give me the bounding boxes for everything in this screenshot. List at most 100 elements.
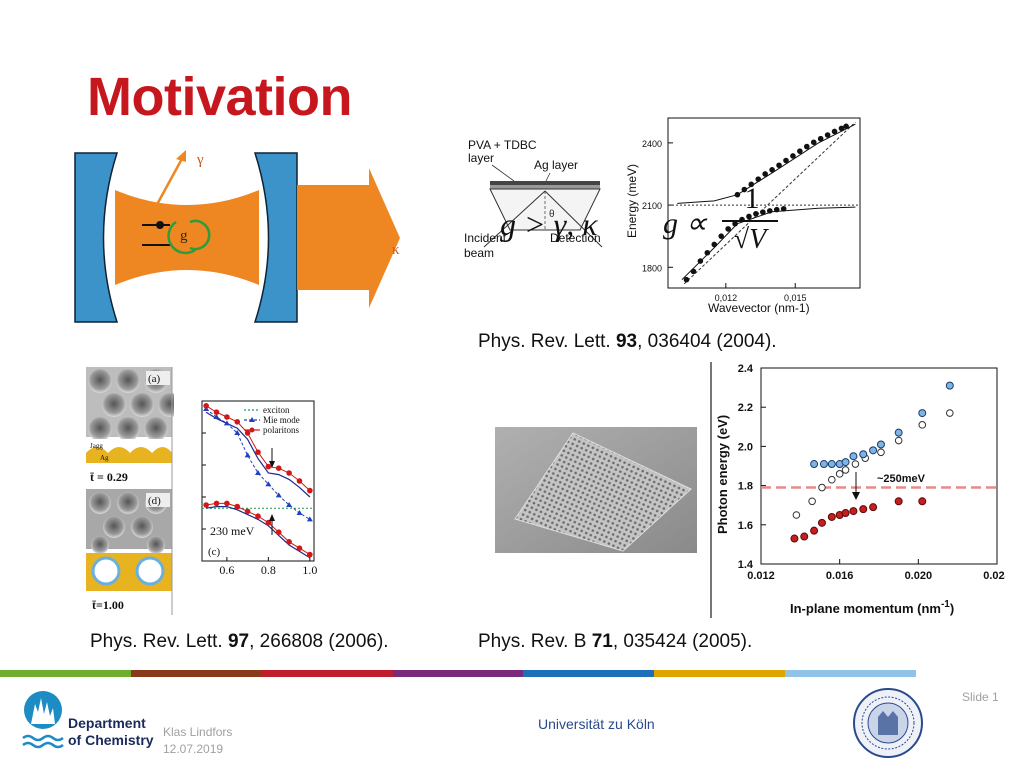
legend-mie-marker xyxy=(249,417,255,422)
seal-figures xyxy=(878,711,898,735)
chart97-upper-point xyxy=(234,419,241,425)
chart97-upper-point xyxy=(203,403,209,409)
chart71-upper-point xyxy=(876,440,885,449)
chart93-lower-point xyxy=(683,276,690,283)
chart93-upper-point xyxy=(748,181,755,188)
slide-number: Slide 1 xyxy=(962,690,999,704)
chart93-lower-point xyxy=(697,258,704,264)
panel-d-label-bg xyxy=(146,493,170,507)
chart97-lower-point xyxy=(275,529,282,535)
chart93-xtick-label: 0,015 xyxy=(784,293,807,303)
chart71-upper-point xyxy=(819,460,828,469)
chart71-xlabel-main: In-plane momentum (nm xyxy=(790,601,941,616)
chart71-lower-point xyxy=(800,532,809,541)
chart97-legend: exciton Mie mode polaritons xyxy=(244,405,300,435)
footer-color-segment xyxy=(654,670,786,677)
chart97-mie-point xyxy=(306,516,313,522)
chart71-open-point xyxy=(894,436,903,445)
department-line-1: Department xyxy=(68,715,146,731)
chart97-upper-point xyxy=(286,470,292,476)
chart71-xlabel: In-plane momentum (nm-1) xyxy=(790,599,954,616)
chart97-upper-point xyxy=(224,414,230,420)
chart71-open-point xyxy=(841,466,850,474)
chart71-open-point xyxy=(918,421,927,429)
chart71-upper-point xyxy=(810,460,819,469)
chart71-lower-point xyxy=(859,505,868,514)
chart93-lower-point xyxy=(780,206,787,212)
chart71-lower-point xyxy=(869,503,878,512)
chart93-upper-point xyxy=(838,125,845,132)
chart71-open-point xyxy=(877,448,885,457)
citation-prl97: Phys. Rev. Lett. 97, 266808 (2006). xyxy=(90,631,389,653)
chart93-upper-point xyxy=(741,186,748,193)
chart71-arrowhead xyxy=(852,492,860,500)
chart93-ylabel: Energy (meV) xyxy=(625,164,639,238)
setup-reflected-ray xyxy=(544,190,603,248)
chart97-lower-point xyxy=(244,508,251,515)
chart71-lower-point xyxy=(810,526,819,535)
setup-incident-1: Incident xyxy=(464,231,507,245)
panel-a-label: (a) xyxy=(148,373,161,385)
gamma-arrow-head xyxy=(176,150,186,162)
chart71-xtick-label: 0.020 xyxy=(905,570,933,582)
chart97-mie-point xyxy=(213,414,220,419)
panel-d-label: (d) xyxy=(148,495,161,507)
chart97-upper-point xyxy=(296,478,303,484)
chart71-lower-point xyxy=(790,534,799,543)
setup-layer-label-2: layer xyxy=(468,151,494,165)
chart97-upper-fit xyxy=(205,411,311,498)
chart93-ytick-label: 2400 xyxy=(642,139,662,149)
chart71-ytick-label: 2.2 xyxy=(738,402,753,414)
chart93-lower-point xyxy=(760,209,766,215)
citation-prb71-volume: 71 xyxy=(591,631,613,652)
panel-b-jagg: Jagg xyxy=(90,442,103,450)
chart97-upper-point xyxy=(255,449,261,455)
chart71-open-point xyxy=(792,511,801,519)
chart71-open-point xyxy=(818,483,826,492)
chart97-lower-point xyxy=(307,551,313,558)
chart71-lower-point xyxy=(817,518,826,527)
chart97-lower-point xyxy=(203,502,209,508)
cavity-mode xyxy=(115,190,259,285)
chart93-lower-point xyxy=(704,249,711,256)
chart97-lower-fit xyxy=(206,506,311,559)
annotation-arrowhead-bottom xyxy=(269,514,275,521)
chart71-ylabel: Photon energy (eV) xyxy=(715,415,730,534)
chart93-upper-point xyxy=(769,167,775,173)
chart93-lower-point xyxy=(725,226,731,232)
chart71-xlabel-end: ) xyxy=(950,601,954,616)
chart93-lower-point xyxy=(766,208,773,214)
g-label: g xyxy=(180,228,188,244)
prl93-dispersion-chart: Energy (meV) Wavevector (nm-1) 1800 2100 2… xyxy=(625,117,861,315)
panel-e-void-1 xyxy=(91,556,121,586)
chart71-open-point xyxy=(946,409,954,417)
prl97-micrographs: (a) Jagg Ag t̄ = 0.29 (d) t̄=1.00 xyxy=(86,367,174,615)
chart97-lower-point xyxy=(296,545,303,551)
chart93-xlabel: Wavevector (nm-1) xyxy=(708,301,810,315)
chart71-lower-point xyxy=(841,509,850,518)
prl93-setup-sketch: PVA + TDBC layer Ag layer θ Incident bea… xyxy=(464,138,603,260)
annotation-arrowhead-top xyxy=(269,461,275,468)
coupling-arrow-2 xyxy=(167,220,196,255)
chart97-upper-point xyxy=(213,409,220,415)
chart97-lower-point xyxy=(255,513,261,519)
chart97-mie-point xyxy=(223,420,230,426)
output-arrow xyxy=(297,168,400,308)
chart71-xtick-label: 0.012 xyxy=(747,570,775,582)
chart71-frame xyxy=(760,367,998,565)
legend-exciton: exciton xyxy=(263,405,290,415)
chart93-xtick-label: 0,012 xyxy=(715,293,738,303)
gamma-arrow xyxy=(152,154,186,211)
citation-prb71: Phys. Rev. B 71, 035424 (2005). xyxy=(478,631,752,653)
left-mirror xyxy=(74,152,119,323)
chart71-ytick-label: 1.6 xyxy=(738,520,753,532)
setup-layer-top xyxy=(490,181,600,185)
gamma-label: γ xyxy=(196,152,204,168)
setup-theta: θ xyxy=(549,209,555,220)
footer-color-segment xyxy=(785,670,917,677)
chart93-upper-point xyxy=(734,191,741,198)
setup-incident-2: beam xyxy=(464,246,494,260)
strong-coupling-formula: g > γ, κ xyxy=(500,206,598,242)
chart97-lower-point xyxy=(265,519,272,526)
legend-polariton-marker xyxy=(249,427,255,433)
